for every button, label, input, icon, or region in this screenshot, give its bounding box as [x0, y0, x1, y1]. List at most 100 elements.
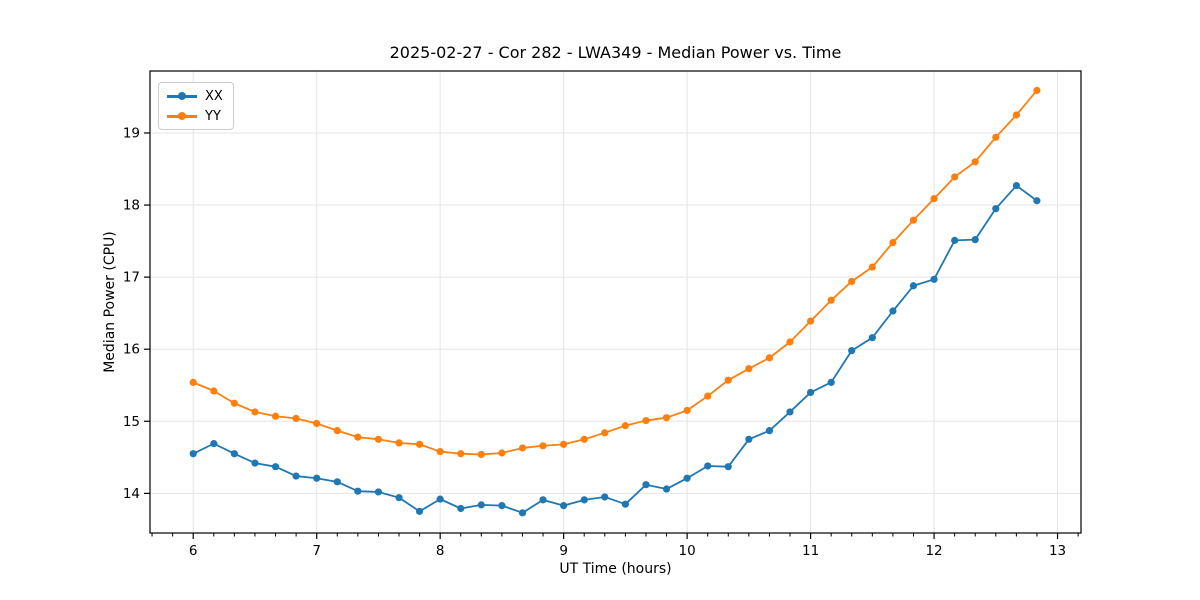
data-point-yy [354, 433, 362, 441]
data-point-xx [251, 459, 259, 467]
data-point-xx [395, 494, 403, 502]
data-point-yy [930, 194, 938, 203]
data-point-xx [642, 481, 650, 489]
data-point-yy [642, 416, 650, 425]
series-line-yy [192, 89, 1038, 456]
data-point-xx [683, 474, 691, 482]
data-point-xx [786, 408, 794, 416]
data-point-yy [765, 354, 774, 362]
data-point-yy [992, 133, 1000, 141]
y-tick-label: 14 [123, 486, 140, 502]
data-point-yy [415, 440, 424, 448]
data-point-yy [806, 317, 815, 325]
data-point-xx [992, 205, 1000, 213]
data-point-yy [477, 450, 485, 459]
legend-marker-icon [167, 111, 197, 121]
x-tick-label: 10 [679, 543, 696, 559]
data-point-xx [1033, 197, 1041, 205]
data-point-xx [971, 236, 979, 244]
data-point-xx [827, 378, 835, 386]
data-point-xx [436, 495, 444, 503]
y-tick-label: 16 [123, 342, 140, 358]
data-point-xx [539, 496, 547, 504]
data-point-yy [621, 422, 629, 430]
data-point-yy [560, 440, 568, 448]
data-point-yy [333, 427, 341, 435]
data-point-yy [704, 392, 712, 400]
y-tick-label: 17 [123, 270, 140, 286]
data-point-xx [930, 275, 938, 283]
data-point-yy [971, 158, 979, 166]
data-point-yy [210, 387, 218, 395]
data-point-yy [313, 419, 321, 428]
data-point-yy [724, 376, 732, 384]
data-point-yy [827, 296, 835, 304]
data-point-yy [395, 439, 403, 447]
data-point-xx [560, 502, 568, 510]
legend-marker-icon [167, 91, 197, 101]
data-point-xx [909, 282, 918, 290]
legend: XX YY [158, 82, 234, 130]
data-point-xx [498, 502, 506, 510]
data-point-xx [765, 427, 774, 435]
data-point-xx [313, 474, 321, 482]
legend-entry-yy: YY [167, 107, 223, 125]
data-point-xx [662, 485, 671, 493]
data-point-xx [210, 440, 218, 448]
data-point-xx [704, 462, 712, 470]
data-point-yy [1012, 111, 1021, 119]
data-point-xx [621, 500, 629, 508]
data-point-yy [230, 399, 238, 407]
legend-entry-xx: XX [167, 87, 223, 105]
data-point-yy [951, 173, 959, 181]
data-point-xx [848, 347, 856, 355]
data-point-yy [683, 406, 691, 415]
data-point-xx [580, 496, 588, 504]
data-point-xx [415, 507, 424, 515]
data-point-yy [786, 338, 794, 346]
data-point-xx [189, 450, 197, 458]
data-point-yy [436, 447, 444, 456]
data-point-yy [889, 238, 897, 247]
data-point-xx [601, 493, 609, 501]
data-point-yy [292, 414, 300, 423]
data-point-yy [189, 378, 197, 386]
data-point-xx [518, 509, 527, 517]
data-point-yy [662, 414, 671, 422]
data-point-xx [271, 463, 280, 471]
data-point-yy [374, 435, 383, 443]
data-point-xx [745, 435, 753, 443]
data-point-xx [333, 478, 341, 486]
chart-title: 2025-02-27 - Cor 282 - LWA349 - Median P… [389, 43, 842, 62]
x-tick-label: 11 [802, 543, 819, 559]
data-point-xx [457, 504, 465, 513]
y-axis-label: Median Power (CPU) [102, 231, 118, 373]
data-point-xx [889, 307, 897, 315]
data-point-yy [580, 435, 588, 443]
data-point-yy [498, 449, 506, 457]
x-tick-label: 8 [436, 543, 445, 559]
data-point-yy [601, 429, 609, 437]
legend-label: XX [205, 88, 223, 104]
data-point-yy [1033, 86, 1041, 95]
data-point-xx [724, 463, 732, 471]
data-point-xx [951, 236, 959, 244]
data-point-xx [1012, 181, 1021, 190]
data-point-xx [354, 487, 362, 495]
data-point-yy [518, 444, 527, 452]
y-tick-label: 18 [123, 198, 140, 214]
x-tick-label: 9 [559, 543, 568, 559]
data-point-xx [868, 334, 876, 342]
data-point-yy [251, 408, 259, 416]
x-tick-label: 12 [925, 543, 942, 559]
data-point-yy [745, 365, 753, 373]
data-point-xx [806, 388, 815, 397]
data-point-xx [477, 501, 485, 509]
data-point-xx [292, 472, 300, 480]
data-point-yy [539, 442, 547, 450]
data-point-yy [868, 263, 876, 271]
x-tick-label: 13 [1049, 543, 1066, 559]
data-point-yy [848, 277, 856, 286]
